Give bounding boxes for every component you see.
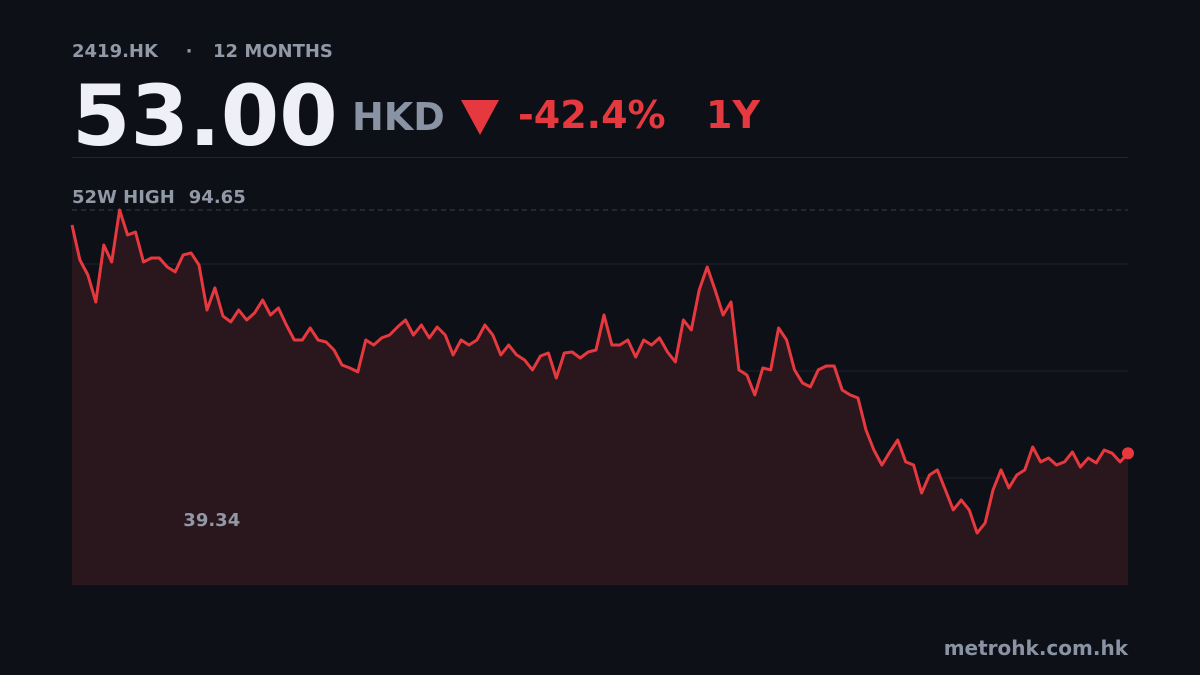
currency: HKD	[352, 95, 445, 139]
change-period: 1Y	[706, 93, 760, 137]
ticker: 2419.HK	[72, 41, 159, 62]
high-value: 94.65	[189, 187, 246, 208]
last-point	[1122, 447, 1134, 460]
high-label: 52W HIGH	[72, 187, 175, 208]
area	[72, 210, 1128, 585]
period: 12 MONTHS	[213, 41, 333, 62]
low-value: 39.34	[183, 510, 240, 531]
separator: ·	[186, 41, 193, 62]
source: metrohk.com.hk	[944, 636, 1129, 660]
down-arrow	[461, 100, 499, 135]
price: 53.00	[72, 67, 338, 165]
change: -42.4%	[518, 93, 666, 137]
price-line	[70, 208, 1130, 535]
